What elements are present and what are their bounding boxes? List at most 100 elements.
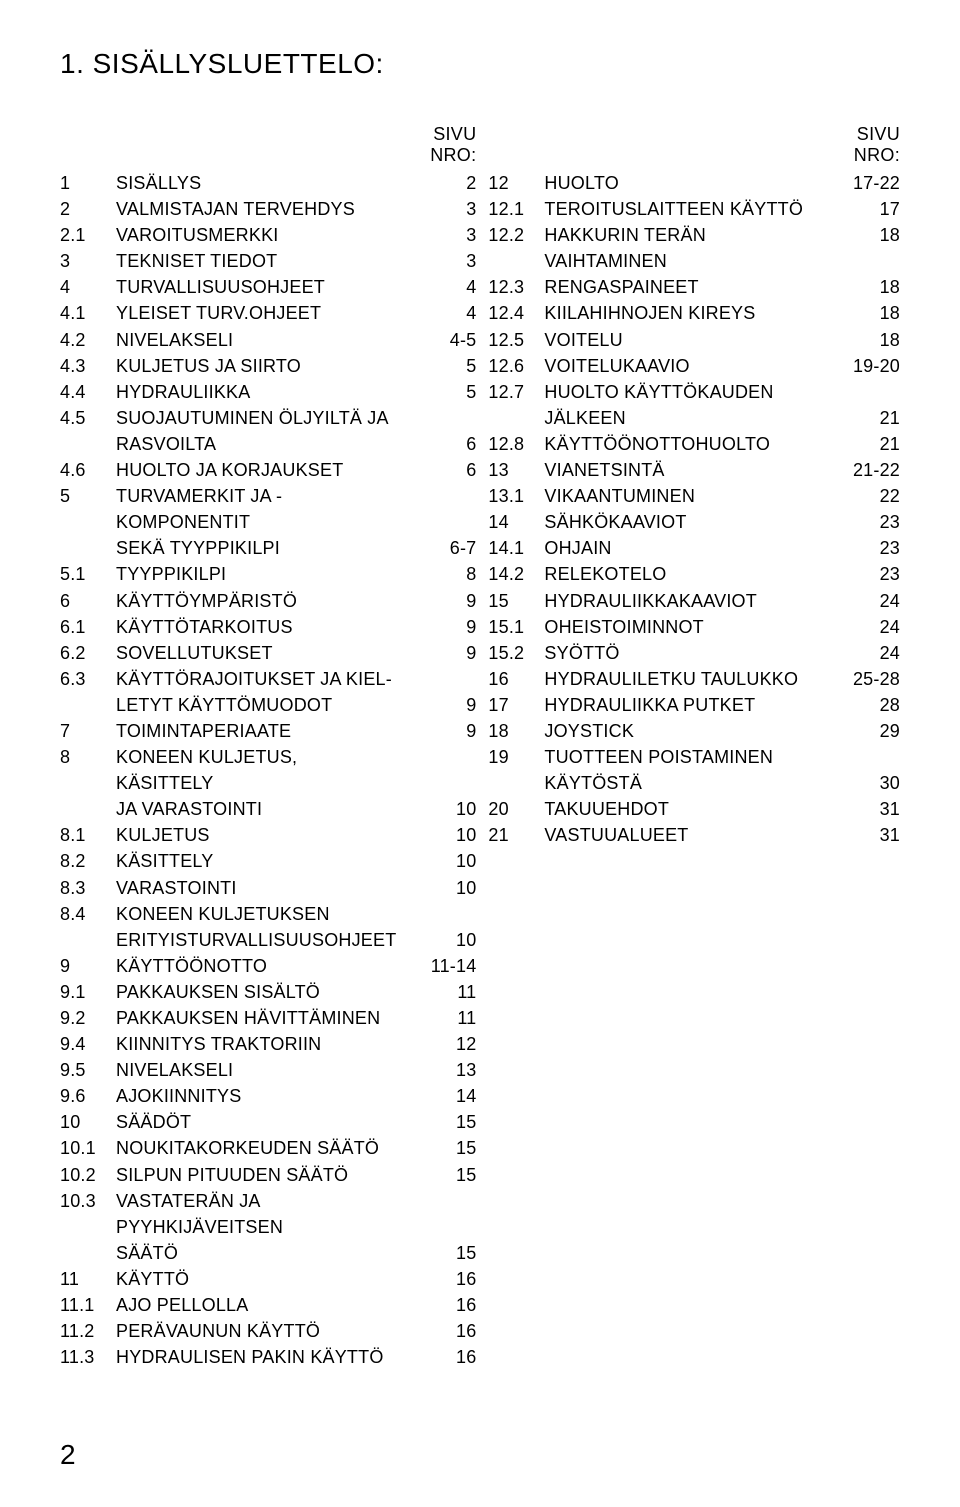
col-header-left: SIVU NRO: [60, 124, 476, 166]
toc-number: 11 [60, 1266, 116, 1292]
toc-text: VASTATERÄN JA PYYHKIJÄVEITSEN [116, 1188, 404, 1240]
toc-text: HYDRAULIIKKA [116, 379, 404, 405]
toc-row: 12.2HAKKURIN TERÄN VAIHTAMINEN18 [488, 222, 900, 274]
toc-page: 6-7 [404, 535, 476, 561]
toc-page: 14 [404, 1083, 476, 1109]
toc-text: HYDRAULILETKU TAULUKKO [544, 666, 828, 692]
toc-page: 24 [828, 588, 900, 614]
toc-page: 10 [404, 822, 476, 848]
toc-number: 21 [488, 822, 544, 848]
toc-row: 9.4KIINNITYS TRAKTORIIN12 [60, 1031, 476, 1057]
toc-row: 1SISÄLLYS2 [60, 170, 476, 196]
toc-page: 21 [828, 431, 900, 457]
toc-page: 10 [404, 796, 476, 822]
toc-number: 4.6 [60, 457, 116, 483]
toc-number: 13 [488, 457, 544, 483]
toc-page: 18 [828, 300, 900, 326]
toc-text: VOITELU [544, 327, 828, 353]
toc-row: LETYT KÄYTTÖMUODOT9 [60, 692, 476, 718]
toc-row: SÄÄTÖ15 [60, 1240, 476, 1266]
toc-text: HAKKURIN TERÄN VAIHTAMINEN [544, 222, 828, 274]
toc-page: 8 [404, 561, 476, 587]
toc-number: 2.1 [60, 222, 116, 248]
toc-row: 16HYDRAULILETKU TAULUKKO25-28 [488, 666, 900, 692]
toc-text: KÄYTTÖ [116, 1266, 404, 1292]
toc-text: JÄLKEEN [544, 405, 828, 431]
toc-row: 9.2PAKKAUKSEN HÄVITTÄMINEN11 [60, 1005, 476, 1031]
toc-page: 15 [404, 1135, 476, 1161]
toc-text: VARASTOINTI [116, 875, 404, 901]
toc-row: 9.5NIVELAKSELI13 [60, 1057, 476, 1083]
toc-text: TEROITUSLAITTEEN KÄYTTÖ [544, 196, 828, 222]
toc-number: 8.1 [60, 822, 116, 848]
toc-text: KÄYTTÖÖNOTTO [116, 953, 404, 979]
toc-text: SOVELLUTUKSET [116, 640, 404, 666]
toc-text: NOUKITAKORKEUDEN SÄÄTÖ [116, 1135, 404, 1161]
toc-row: 4TURVALLISUUSOHJEET4 [60, 274, 476, 300]
toc-row: 15.2SYÖTTÖ24 [488, 640, 900, 666]
toc-text: NIVELAKSELI [116, 327, 404, 353]
section-title: 1. SISÄLLYSLUETTELO: [60, 48, 900, 80]
toc-row: 10.3VASTATERÄN JA PYYHKIJÄVEITSEN [60, 1188, 476, 1240]
toc-row: 13.1VIKAANTUMINEN22 [488, 483, 900, 509]
toc-page: 18 [828, 222, 900, 248]
toc-row: 12.5VOITELU18 [488, 327, 900, 353]
toc-number: 19 [488, 744, 544, 770]
toc-number: 15.1 [488, 614, 544, 640]
toc-page: 31 [828, 822, 900, 848]
toc-text: JA VARASTOINTI [116, 796, 404, 822]
toc-number: 14.2 [488, 561, 544, 587]
toc-row: 9.6AJOKIINNITYS14 [60, 1083, 476, 1109]
toc-number: 17 [488, 692, 544, 718]
toc-text: KIILAHIHNOJEN KIREYS [544, 300, 828, 326]
toc-number: 4.5 [60, 405, 116, 431]
toc-row: 19TUOTTEEN POISTAMINEN [488, 744, 900, 770]
toc-text: LETYT KÄYTTÖMUODOT [116, 692, 404, 718]
toc-number: 9.1 [60, 979, 116, 1005]
toc-row: 3TEKNISET TIEDOT3 [60, 248, 476, 274]
toc-number: 4.4 [60, 379, 116, 405]
toc-row: 20TAKUUEHDOT31 [488, 796, 900, 822]
page-header-label: SIVU NRO: [808, 124, 900, 166]
toc-text: HUOLTO [544, 170, 828, 196]
toc-text: TEKNISET TIEDOT [116, 248, 404, 274]
toc-number: 3 [60, 248, 116, 274]
toc-number: 4 [60, 274, 116, 300]
toc-row: 6.2SOVELLUTUKSET9 [60, 640, 476, 666]
toc-row: KÄYTÖSTÄ30 [488, 770, 900, 796]
toc-row: 12.4KIILAHIHNOJEN KIREYS18 [488, 300, 900, 326]
toc-number: 7 [60, 718, 116, 744]
toc-row: 11.1AJO PELLOLLA16 [60, 1292, 476, 1318]
toc-row: 8.2KÄSITTELY10 [60, 848, 476, 874]
toc-text: RENGASPAINEET [544, 274, 828, 300]
toc-text: VIANETSINTÄ [544, 457, 828, 483]
toc-row: 14SÄHKÖKAAVIOT23 [488, 509, 900, 535]
toc-page: 23 [828, 509, 900, 535]
toc-text: VASTUUALUEET [544, 822, 828, 848]
toc-page: 4 [404, 300, 476, 326]
toc-number: 15 [488, 588, 544, 614]
toc-row: 6.3KÄYTTÖRAJOITUKSET JA KIEL- [60, 666, 476, 692]
toc-row: 7TOIMINTAPERIAATE9 [60, 718, 476, 744]
toc-page: 22 [828, 483, 900, 509]
toc-row: 8.3VARASTOINTI10 [60, 875, 476, 901]
toc-text: RASVOILTA [116, 431, 404, 457]
toc-row: 17HYDRAULIIKKA PUTKET 28 [488, 692, 900, 718]
toc-row: 9.1PAKKAUKSEN SISÄLTÖ11 [60, 979, 476, 1005]
toc-text: YLEISET TURV.OHJEET [116, 300, 404, 326]
toc-page: 3 [404, 222, 476, 248]
toc-row: 4.2NIVELAKSELI4-5 [60, 327, 476, 353]
page-header-label: SIVU NRO: [384, 124, 476, 166]
toc-number: 12.8 [488, 431, 544, 457]
toc-number: 9.2 [60, 1005, 116, 1031]
toc-page: 21-22 [828, 457, 900, 483]
toc-number: 10.3 [60, 1188, 116, 1214]
toc-text: KIINNITYS TRAKTORIIN [116, 1031, 404, 1057]
toc-row: SEKÄ TYYPPIKILPI6-7 [60, 535, 476, 561]
toc-text: NIVELAKSELI [116, 1057, 404, 1083]
toc-page: 5 [404, 353, 476, 379]
toc-row: 12.7HUOLTO KÄYTTÖKAUDEN [488, 379, 900, 405]
toc-row: 12HUOLTO17-22 [488, 170, 900, 196]
toc-page: 9 [404, 614, 476, 640]
toc-number: 18 [488, 718, 544, 744]
